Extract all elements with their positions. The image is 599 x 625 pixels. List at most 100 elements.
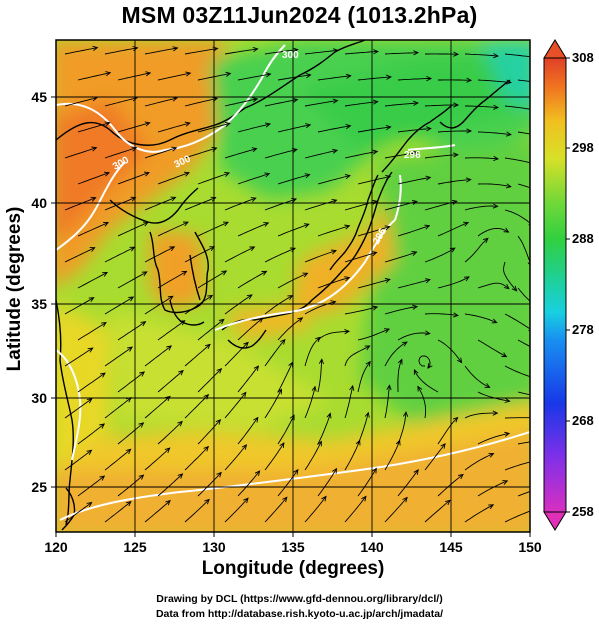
wind-streamline <box>437 417 458 445</box>
wind-streamline <box>357 328 390 341</box>
wind-streamline <box>77 475 105 497</box>
wind-arrowhead <box>209 246 216 251</box>
contour-lines <box>56 44 530 521</box>
wind-arrowhead <box>138 422 145 428</box>
wind-streamline <box>317 225 350 237</box>
wind-arrowhead <box>311 385 317 392</box>
wind-streamline <box>77 122 110 133</box>
colorbar-min-arrow <box>543 511 567 531</box>
wind-streamline <box>317 277 350 289</box>
wind-arrowhead <box>413 368 419 375</box>
wind-streamline <box>464 365 490 388</box>
wind-streamline <box>437 474 464 497</box>
wind-streamline <box>224 444 247 471</box>
wind-streamline <box>184 97 218 107</box>
wind-arrowhead <box>345 123 352 130</box>
wind-arrowhead <box>355 439 361 446</box>
wind-streamline <box>357 278 390 289</box>
wind-streamline <box>464 157 499 160</box>
wind-streamline <box>437 222 469 237</box>
wind-arrowhead <box>302 272 309 278</box>
wind-arrowhead <box>182 221 189 227</box>
wind-streamline <box>64 347 93 367</box>
wind-streamline <box>144 147 177 159</box>
wind-arrowhead <box>426 75 433 82</box>
wind-arrowhead <box>265 122 272 128</box>
wind-streamline <box>344 306 378 315</box>
wind-arrowhead <box>216 471 222 478</box>
wind-arrowhead <box>412 150 419 156</box>
wind-arrowhead <box>289 414 295 421</box>
coastlines <box>56 40 511 531</box>
wind-arrowhead <box>222 221 229 227</box>
map-title: MSM 03Z11Jun2024 (1013.2hPa) <box>121 2 478 28</box>
wind-streamline <box>237 317 263 341</box>
wind-streamline <box>517 441 530 445</box>
wind-streamline <box>264 49 298 55</box>
wind-arrowhead <box>139 371 146 377</box>
wind-streamline <box>264 295 293 315</box>
wind-arrowhead <box>138 474 145 480</box>
wind-arrowhead <box>288 361 294 368</box>
wind-streamline <box>504 510 530 523</box>
wind-streamline <box>157 370 184 393</box>
wind-streamline <box>224 392 247 419</box>
footer-credit: Drawing by DCL (https://www.gfd-dennou.o… <box>156 593 443 605</box>
wind-streamline <box>357 468 377 497</box>
wind-streamline <box>277 469 299 497</box>
wind-streamline <box>184 47 218 55</box>
wind-streamline <box>157 271 187 289</box>
wind-arrowhead <box>89 247 96 252</box>
colorbar: 308 298 288 278 268 258 <box>543 39 594 531</box>
wind-streamline <box>77 72 111 81</box>
wind-streamline <box>117 422 144 445</box>
wind-streamline <box>197 122 231 133</box>
wind-arrowhead <box>252 46 259 53</box>
wind-arrowhead <box>427 363 433 369</box>
wind-streamline <box>504 461 530 471</box>
wind-arrowhead <box>413 100 419 106</box>
wind-streamline <box>344 51 378 55</box>
wind-streamline <box>77 372 106 393</box>
wind-streamline <box>397 176 431 185</box>
colorbar-tick-label: 258 <box>572 504 594 519</box>
wind-streamline <box>384 341 408 367</box>
wind-arrowhead <box>241 444 248 450</box>
wind-arrowhead <box>371 199 378 205</box>
wind-arrowhead <box>103 171 110 177</box>
wind-arrowhead <box>371 251 378 257</box>
wind-streamline <box>424 104 458 107</box>
wind-streamline <box>144 500 171 523</box>
wind-arrowhead <box>204 343 211 350</box>
wind-arrowhead <box>131 146 138 152</box>
wind-arrowhead <box>395 439 401 446</box>
wind-arrowhead <box>252 97 259 103</box>
wind-streamline <box>424 154 458 159</box>
wind-arrowhead <box>287 295 294 300</box>
wind-arrowhead <box>492 203 499 209</box>
wind-streamline <box>397 78 431 81</box>
wind-streamline <box>224 98 258 107</box>
wind-streamline <box>77 172 110 185</box>
wind-arrowhead <box>426 126 432 132</box>
wind-arrowhead <box>332 467 338 474</box>
wind-streamline <box>357 126 391 133</box>
wind-streamline <box>504 105 530 110</box>
wind-arrowhead <box>424 330 431 336</box>
wind-arrowhead <box>537 307 542 312</box>
wind-streamline <box>144 97 178 107</box>
wind-streamline <box>477 432 510 445</box>
wind-streamline <box>264 442 285 471</box>
wind-arrowhead <box>411 251 418 257</box>
wind-arrowhead <box>385 124 392 131</box>
wind-streamline <box>144 345 172 367</box>
wind-arrowhead <box>345 73 352 79</box>
wind-streamline <box>464 53 498 57</box>
wind-streamline <box>344 440 361 471</box>
wind-arrowhead <box>505 183 512 189</box>
wind-streamline <box>117 271 148 289</box>
wind-arrowhead <box>221 270 228 276</box>
wind-arrowhead <box>321 495 327 502</box>
wind-streamline <box>477 282 510 290</box>
